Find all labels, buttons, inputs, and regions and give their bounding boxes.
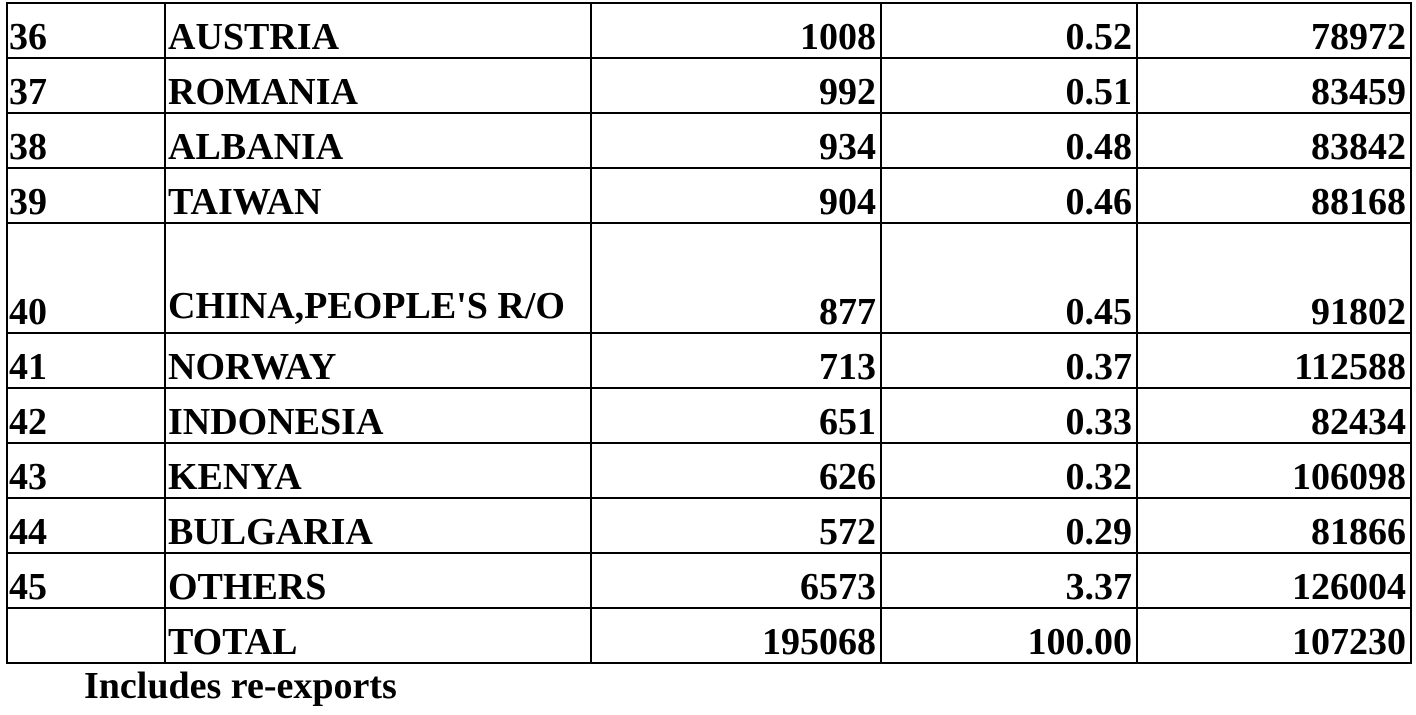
share-cell: 0.33: [880, 387, 1138, 444]
rank-cell: [6, 607, 166, 664]
table-row: 38 ALBANIA 934 0.48 83842: [6, 112, 1412, 169]
share-cell: 0.48: [880, 112, 1138, 169]
value-cell: 934: [590, 112, 882, 169]
share-cell: 0.52: [880, 2, 1138, 59]
value-cell: 1008: [590, 2, 882, 59]
unit-value-cell: 106098: [1136, 442, 1412, 499]
rank-cell: 43: [6, 442, 166, 499]
table-row: 41 NORWAY 713 0.37 112588: [6, 332, 1412, 389]
country-cell: INDONESIA: [164, 387, 592, 444]
country-cell: AUSTRIA: [164, 2, 592, 59]
country-cell: TAIWAN: [164, 167, 592, 224]
country-cell: NORWAY: [164, 332, 592, 389]
rank-cell: 39: [6, 167, 166, 224]
unit-value-cell: 78972: [1136, 2, 1412, 59]
unit-value-cell: 88168: [1136, 167, 1412, 224]
share-cell: 100.00: [880, 607, 1138, 664]
table-row: 37 ROMANIA 992 0.51 83459: [6, 57, 1412, 114]
share-cell: 3.37: [880, 552, 1138, 609]
share-cell: 0.37: [880, 332, 1138, 389]
value-cell: 6573: [590, 552, 882, 609]
country-cell: ALBANIA: [164, 112, 592, 169]
rank-cell: 41: [6, 332, 166, 389]
share-cell: 0.51: [880, 57, 1138, 114]
rank-cell: 45: [6, 552, 166, 609]
unit-value-cell: 82434: [1136, 387, 1412, 444]
table-row: 42 INDONESIA 651 0.33 82434: [6, 387, 1412, 444]
value-cell: 626: [590, 442, 882, 499]
unit-value-cell: 83459: [1136, 57, 1412, 114]
rank-cell: 40: [6, 222, 166, 334]
unit-value-cell: 107230: [1136, 607, 1412, 664]
value-cell: 651: [590, 387, 882, 444]
value-cell: 904: [590, 167, 882, 224]
table-row: 44 BULGARIA 572 0.29 81866: [6, 497, 1412, 554]
rank-cell: 42: [6, 387, 166, 444]
table-row: 40 CHINA,PEOPLE'S R/O 877 0.45 91802: [6, 222, 1412, 334]
total-row: TOTAL 195068 100.00 107230: [6, 607, 1412, 664]
table-row: 39 TAIWAN 904 0.46 88168: [6, 167, 1412, 224]
table-row: 36 AUSTRIA 1008 0.52 78972: [6, 2, 1412, 59]
country-cell: ROMANIA: [164, 57, 592, 114]
data-table: 36 AUSTRIA 1008 0.52 78972 37 ROMANIA 992 0.51 83…: [6, 2, 1412, 664]
country-cell: OTHERS: [164, 552, 592, 609]
rank-cell: 44: [6, 497, 166, 554]
share-cell: 0.46: [880, 167, 1138, 224]
table-row: 43 KENYA 626 0.32 106098: [6, 442, 1412, 499]
share-cell: 0.32: [880, 442, 1138, 499]
rank-cell: 37: [6, 57, 166, 114]
footnote: Includes re-exports: [84, 665, 397, 707]
country-cell: CHINA,PEOPLE'S R/O: [164, 222, 592, 334]
rank-cell: 38: [6, 112, 166, 169]
share-cell: 0.45: [880, 222, 1138, 334]
unit-value-cell: 91802: [1136, 222, 1412, 334]
value-cell: 877: [590, 222, 882, 334]
value-cell: 992: [590, 57, 882, 114]
table-body: 36 AUSTRIA 1008 0.52 78972 37 ROMANIA 992 0.51 83…: [6, 2, 1412, 664]
unit-value-cell: 126004: [1136, 552, 1412, 609]
value-cell: 572: [590, 497, 882, 554]
share-cell: 0.29: [880, 497, 1138, 554]
country-cell: TOTAL: [164, 607, 592, 664]
rank-cell: 36: [6, 2, 166, 59]
unit-value-cell: 112588: [1136, 332, 1412, 389]
country-cell: KENYA: [164, 442, 592, 499]
value-cell: 195068: [590, 607, 882, 664]
unit-value-cell: 83842: [1136, 112, 1412, 169]
unit-value-cell: 81866: [1136, 497, 1412, 554]
value-cell: 713: [590, 332, 882, 389]
table-row: 45 OTHERS 6573 3.37 126004: [6, 552, 1412, 609]
country-cell: BULGARIA: [164, 497, 592, 554]
